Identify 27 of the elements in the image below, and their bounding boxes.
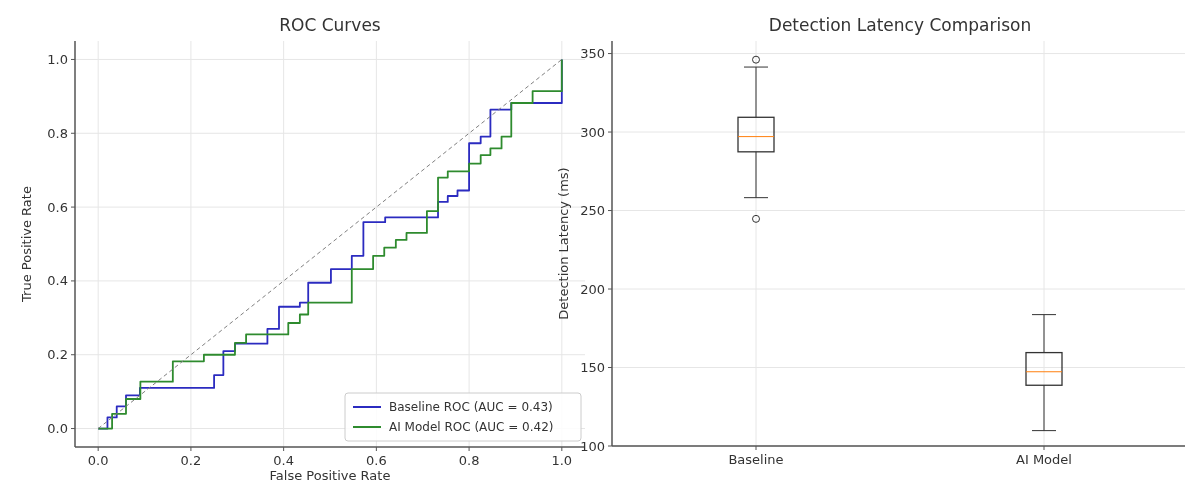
x-tick-label: 0.4 (273, 453, 294, 468)
x-axis-title: False Positive Rate (269, 468, 391, 483)
y-tick-label: 0.4 (47, 273, 68, 289)
x-tick-label: Baseline (728, 452, 784, 467)
y-tick-label: 200 (580, 281, 605, 297)
x-tick-label: 0.8 (458, 453, 480, 468)
y-tick-label: 300 (580, 124, 605, 140)
y-tick-label: 250 (580, 203, 605, 219)
y-tick-label: 150 (580, 360, 605, 376)
y-tick-label: 0.0 (47, 421, 68, 437)
y-tick-label: 0.2 (47, 347, 68, 363)
y-tick-label: 100 (580, 438, 605, 454)
x-tick-label: 0.6 (366, 453, 387, 468)
y-tick-label: 0.8 (47, 125, 68, 141)
y-tick-label: 0.6 (47, 199, 68, 215)
chart-title: ROC Curves (279, 15, 381, 35)
y-axis-title: True Positive Rate (19, 186, 34, 303)
y-tick-label: 1.0 (47, 51, 68, 67)
x-tick-label: AI Model (1016, 452, 1072, 467)
x-tick-label: 1.0 (551, 453, 573, 468)
chart-title: Detection Latency Comparison (768, 15, 1032, 35)
x-tick-label: 0.0 (87, 453, 109, 468)
y-tick-label: 350 (580, 46, 605, 62)
y-axis-title: Detection Latency (ms) (556, 167, 571, 320)
legend-label: Baseline ROC (AUC = 0.43) (389, 400, 553, 414)
legend-label: AI Model ROC (AUC = 0.42) (389, 420, 554, 434)
x-tick-label: 0.2 (180, 453, 202, 468)
